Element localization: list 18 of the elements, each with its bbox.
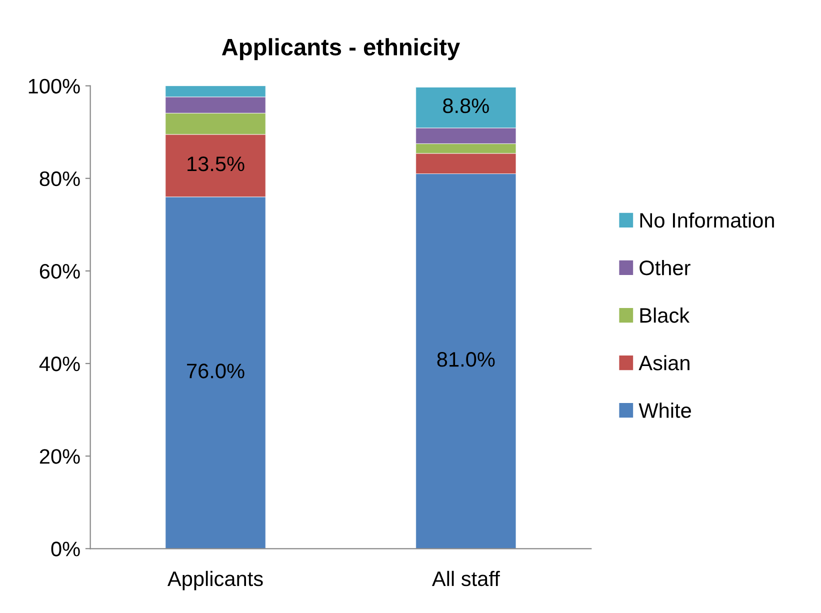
y-tick-label: 40% bbox=[39, 356, 80, 372]
chart-title: Applicants - ethnicity bbox=[222, 38, 460, 60]
legend-label: Other bbox=[640, 260, 690, 276]
data-label: 13.5% bbox=[188, 156, 244, 172]
legend-label: Black bbox=[640, 308, 690, 323]
y-tick-label: 60% bbox=[40, 264, 80, 279]
legend-label: No Information bbox=[640, 212, 774, 228]
data-label: 81.0% bbox=[437, 352, 495, 367]
x-tick-label: All staff bbox=[432, 570, 500, 586]
x-tick-label: Applicants bbox=[167, 570, 263, 590]
legend-label: White bbox=[638, 402, 691, 418]
y-tick-label: 0% bbox=[51, 542, 80, 556]
y-tick-label: 80% bbox=[40, 171, 80, 186]
y-tick-label: 20% bbox=[40, 449, 80, 464]
legend-label: Asian bbox=[638, 355, 690, 370]
y-tick-label: 100% bbox=[28, 78, 80, 94]
data-label: 76.0% bbox=[187, 364, 244, 378]
data-label: 8.8% bbox=[443, 98, 489, 114]
